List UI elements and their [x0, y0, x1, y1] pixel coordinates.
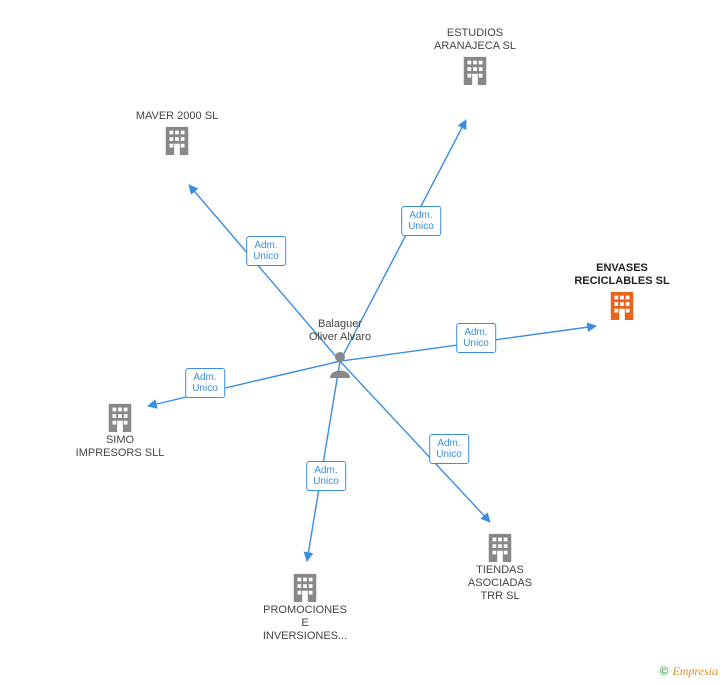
network-diagram: Balaguer Oliver Alvaro MAVER 2000 SL EST…	[0, 0, 728, 685]
center-node-label: Balaguer Oliver Alvaro	[309, 318, 371, 344]
edge-line	[340, 361, 490, 522]
company-node[interactable]: ESTUDIOSARANAJECA SL	[415, 27, 535, 87]
company-node[interactable]: TIENDASASOCIADASTRR SL	[440, 530, 560, 603]
building-icon	[245, 570, 365, 604]
company-node[interactable]: SIMOIMPRESORS SLL	[60, 400, 180, 460]
edge-line	[340, 326, 596, 361]
company-label: PROMOCIONESEINVERSIONES...	[245, 604, 365, 643]
edge-label: Adm. Unico	[429, 434, 469, 464]
edge-label: Adm. Unico	[246, 236, 286, 266]
company-label: MAVER 2000 SL	[117, 110, 237, 123]
brand-name: Empresia	[672, 664, 718, 678]
building-icon	[562, 288, 682, 322]
company-label: SIMOIMPRESORS SLL	[60, 434, 180, 460]
edge-label: Adm. Unico	[456, 323, 496, 353]
watermark: ©Empresia	[660, 664, 718, 679]
edge-line	[307, 361, 340, 561]
edge-label: Adm. Unico	[185, 368, 225, 398]
copyright-symbol: ©	[660, 664, 669, 678]
building-icon	[415, 53, 535, 87]
building-icon	[117, 123, 237, 157]
person-icon	[328, 350, 352, 378]
building-icon	[440, 530, 560, 564]
company-node[interactable]: PROMOCIONESEINVERSIONES...	[245, 570, 365, 643]
company-label: ENVASESRECICLABLES SL	[562, 262, 682, 288]
edge-label: Adm. Unico	[306, 461, 346, 491]
edge-label: Adm. Unico	[401, 206, 441, 236]
building-icon	[60, 400, 180, 434]
company-label: ESTUDIOSARANAJECA SL	[415, 27, 535, 53]
company-node[interactable]: ENVASESRECICLABLES SL	[562, 262, 682, 322]
company-label: TIENDASASOCIADASTRR SL	[440, 564, 560, 603]
company-node[interactable]: MAVER 2000 SL	[117, 110, 237, 157]
